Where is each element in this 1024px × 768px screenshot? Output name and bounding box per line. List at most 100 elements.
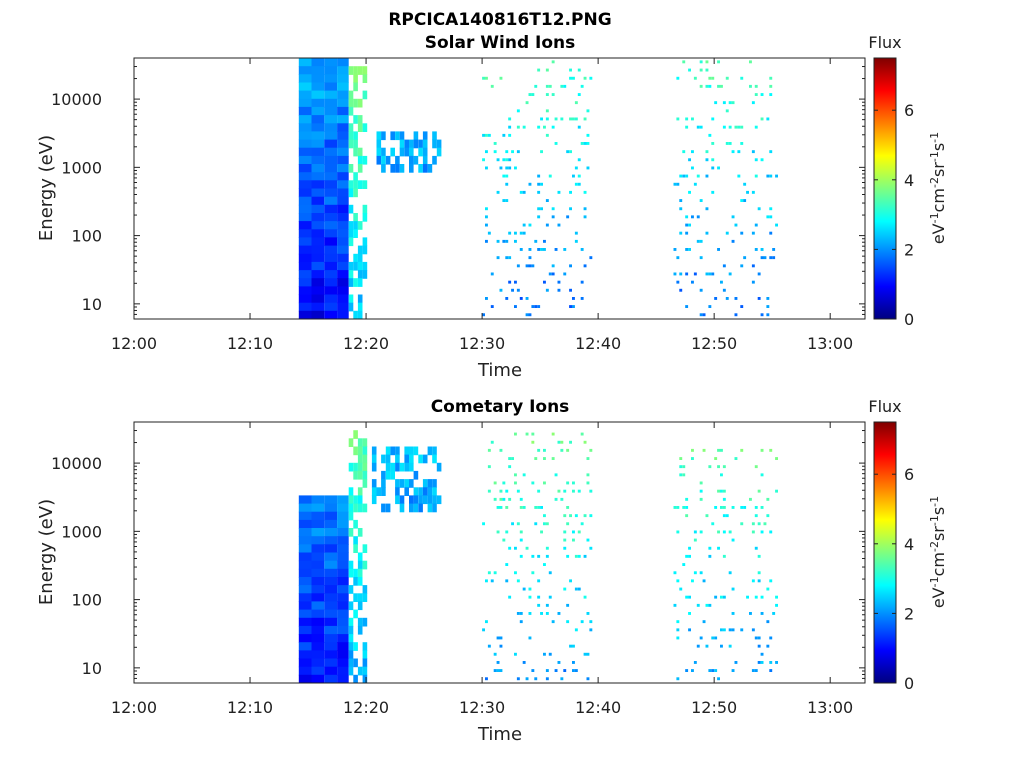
heatmap-cell	[720, 473, 723, 477]
heatmap-cell	[362, 245, 368, 255]
heatmap-cell	[548, 652, 552, 656]
heatmap-cell	[324, 180, 338, 189]
heatmap-cell	[772, 248, 776, 251]
heatmap-cell	[348, 634, 354, 643]
x-tick-label: 12:10	[227, 698, 273, 717]
heatmap-cell	[311, 544, 325, 553]
heatmap-cell	[537, 506, 541, 509]
heatmap-cell	[511, 522, 514, 526]
heatmap-cell	[357, 253, 363, 263]
heatmap-cell	[337, 519, 349, 529]
heatmap-cell	[298, 245, 312, 255]
heatmap-cell	[580, 280, 584, 284]
heatmap-cell	[740, 231, 744, 235]
heatmap-cell	[717, 530, 720, 534]
colorbar-tick-label: 2	[904, 604, 914, 623]
heatmap-cell	[418, 503, 423, 513]
heatmap-cell	[357, 294, 363, 304]
heatmap-cell	[337, 609, 349, 619]
heatmap-cell	[705, 150, 709, 154]
heatmap-cell	[557, 280, 561, 284]
heatmap-cell	[540, 530, 543, 534]
heatmap-cell	[545, 546, 549, 550]
heatmap-cell	[298, 155, 312, 165]
heatmap-cell	[685, 305, 689, 308]
heatmap-cell	[583, 76, 587, 80]
heatmap-cell	[688, 68, 691, 72]
heatmap-cell	[298, 495, 312, 505]
heatmap-cell	[766, 644, 770, 648]
heatmap-cell	[699, 68, 703, 72]
heatmap-cell	[711, 190, 715, 194]
heatmap-cell	[499, 76, 503, 80]
heatmap-cell	[708, 669, 712, 672]
heatmap-cell	[311, 278, 325, 287]
heatmap-cell	[357, 666, 363, 676]
heatmap-cell	[691, 117, 694, 121]
heatmap-cell	[505, 174, 509, 178]
heatmap-cell	[685, 215, 689, 219]
heatmap-cell	[699, 199, 703, 202]
heatmap-cell	[311, 650, 325, 660]
heatmap-cell	[717, 489, 720, 493]
heatmap-cell	[381, 479, 386, 488]
heatmap-cell	[348, 66, 354, 75]
heatmap-cell	[685, 125, 689, 129]
heatmap-cell	[496, 256, 500, 260]
heatmap-cell	[676, 76, 680, 80]
heatmap-cell	[740, 264, 744, 268]
heatmap-cell	[499, 644, 503, 648]
heatmap-cell	[688, 595, 691, 599]
heatmap-cell	[560, 440, 564, 444]
heatmap-cell	[740, 142, 744, 145]
heatmap-cell	[705, 603, 709, 607]
heatmap-cell	[679, 288, 683, 292]
x-tick-label: 12:20	[343, 698, 389, 717]
heatmap-cell	[390, 470, 395, 480]
heatmap-cell	[545, 677, 549, 681]
heatmap-cell	[348, 650, 354, 660]
heatmap-cell	[493, 150, 497, 154]
heatmap-cell	[324, 188, 338, 198]
heatmap-cell	[348, 278, 354, 287]
heatmap-cell	[540, 117, 543, 121]
heatmap-cell	[708, 305, 712, 308]
heatmap-cell	[572, 644, 575, 648]
plot-frame	[133, 57, 866, 320]
heatmap-cell	[545, 554, 549, 558]
heatmap-cell	[717, 166, 720, 170]
heatmap-cell	[580, 84, 584, 88]
heatmap-cell	[395, 462, 400, 472]
heatmap-cell	[298, 90, 312, 100]
heatmap-cell	[485, 76, 488, 80]
heatmap-cell	[311, 66, 325, 75]
heatmap-cell	[324, 560, 338, 570]
heatmap-cell	[775, 661, 778, 664]
heatmap-cell	[298, 204, 312, 214]
heatmap-cell	[696, 215, 700, 219]
heatmap-cell	[754, 248, 758, 251]
heatmap-cell	[714, 506, 718, 509]
heatmap-cell	[337, 577, 349, 586]
heatmap-cell	[514, 166, 517, 170]
heatmap-cell	[566, 603, 570, 607]
heatmap-cell	[353, 609, 358, 619]
heatmap-cell	[324, 164, 338, 173]
heatmap-cell	[737, 125, 741, 129]
heatmap-cell	[357, 528, 363, 537]
heatmap-cell	[516, 677, 520, 681]
heatmap-cell	[422, 147, 428, 157]
heatmap-cell	[731, 101, 735, 105]
heatmap-cell	[324, 66, 338, 75]
heatmap-cell	[740, 522, 744, 526]
heatmap-cell	[769, 579, 773, 583]
heatmap-cell	[586, 473, 590, 477]
heatmap-cell	[519, 231, 523, 235]
heatmap-cell	[717, 248, 720, 251]
heatmap-cell	[337, 568, 349, 578]
heatmap-cell	[427, 487, 433, 496]
heatmap-cell	[385, 503, 391, 513]
heatmap-cell	[766, 620, 770, 624]
heatmap-cell	[311, 123, 325, 132]
heatmap-cell	[311, 552, 325, 562]
